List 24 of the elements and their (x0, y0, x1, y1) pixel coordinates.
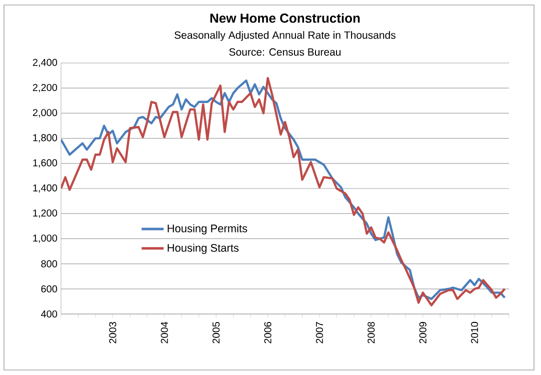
y-tick-label: 1,400 (33, 184, 58, 193)
y-tick-label: 1,600 (33, 159, 58, 168)
y-tick-label: 2,000 (32, 109, 58, 118)
y-tick-label: 800 (41, 260, 58, 268)
legend-label: Housing Starts (168, 244, 239, 254)
x-tick-label: 2003 (109, 322, 116, 344)
x-tick-label: 2010 (471, 322, 478, 344)
y-tick-label: 2,200 (32, 84, 58, 92)
y-tick-label: 400 (41, 310, 58, 318)
legend-label: Housing Permits (168, 224, 248, 234)
chart-subtitle: Seasonally Adjusted Annual Rate in Thousands (174, 31, 396, 41)
y-tick-label: 600 (41, 285, 58, 292)
y-tick-label: 1,200 (33, 209, 58, 218)
x-tick-label: 2008 (368, 322, 375, 344)
y-tick-label: 2,400 (32, 58, 58, 68)
y-tick-label: 1,800 (33, 134, 58, 142)
x-tick-label: 2004 (160, 322, 168, 344)
y-tick-label: 1,000 (33, 234, 58, 243)
x-tick-label: 2005 (212, 322, 220, 344)
x-tick-label: 2009 (419, 322, 426, 344)
source-note: Source: Census Bureau (229, 48, 341, 56)
x-tick-label: 2006 (264, 322, 272, 344)
x-tick-label: 2007 (316, 322, 323, 344)
chart-title: New Home Construction (210, 13, 360, 23)
